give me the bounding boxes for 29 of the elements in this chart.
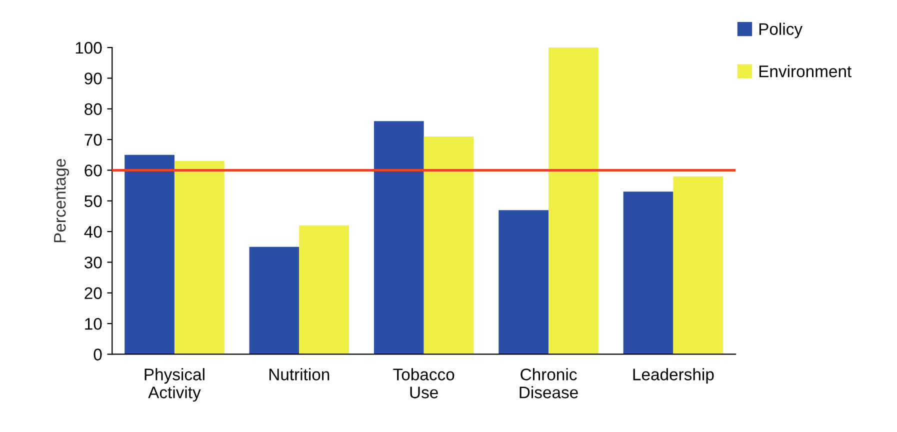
y-tick-label: 10	[85, 318, 102, 330]
x-tick-label: Nutrition	[269, 368, 330, 380]
y-tick-label: 50	[84, 195, 102, 208]
y-tick-label: 30	[84, 256, 102, 268]
bar	[374, 121, 424, 354]
x-tick-label: Leadership	[633, 368, 714, 384]
bar	[623, 192, 674, 354]
y-tick-label: 90	[84, 72, 102, 84]
x-tick-label: Chronic Disease	[520, 368, 578, 398]
y-tick-label: 70	[84, 134, 102, 146]
bar	[124, 154, 174, 354]
y-axis-title: Percentage	[54, 158, 70, 242]
y-tick-label: 60	[84, 164, 102, 176]
x-tick-label: Physical Activity	[144, 368, 204, 402]
y-tick-label: 100	[76, 42, 102, 54]
bar	[299, 225, 350, 354]
legend-label: Policy	[759, 22, 802, 38]
y-tick-label: 80	[84, 103, 102, 116]
y-tick-label: 0	[94, 348, 102, 360]
legend-label: Environment	[759, 65, 852, 78]
bar	[249, 246, 300, 354]
bar	[424, 136, 474, 354]
bar	[673, 176, 724, 354]
bar	[548, 48, 598, 354]
bar	[174, 161, 224, 354]
x-tick-label: Tobacco Use	[393, 368, 454, 398]
bar	[498, 210, 549, 354]
y-tick-label: 20	[84, 287, 102, 300]
y-tick-label: 40	[84, 226, 102, 238]
